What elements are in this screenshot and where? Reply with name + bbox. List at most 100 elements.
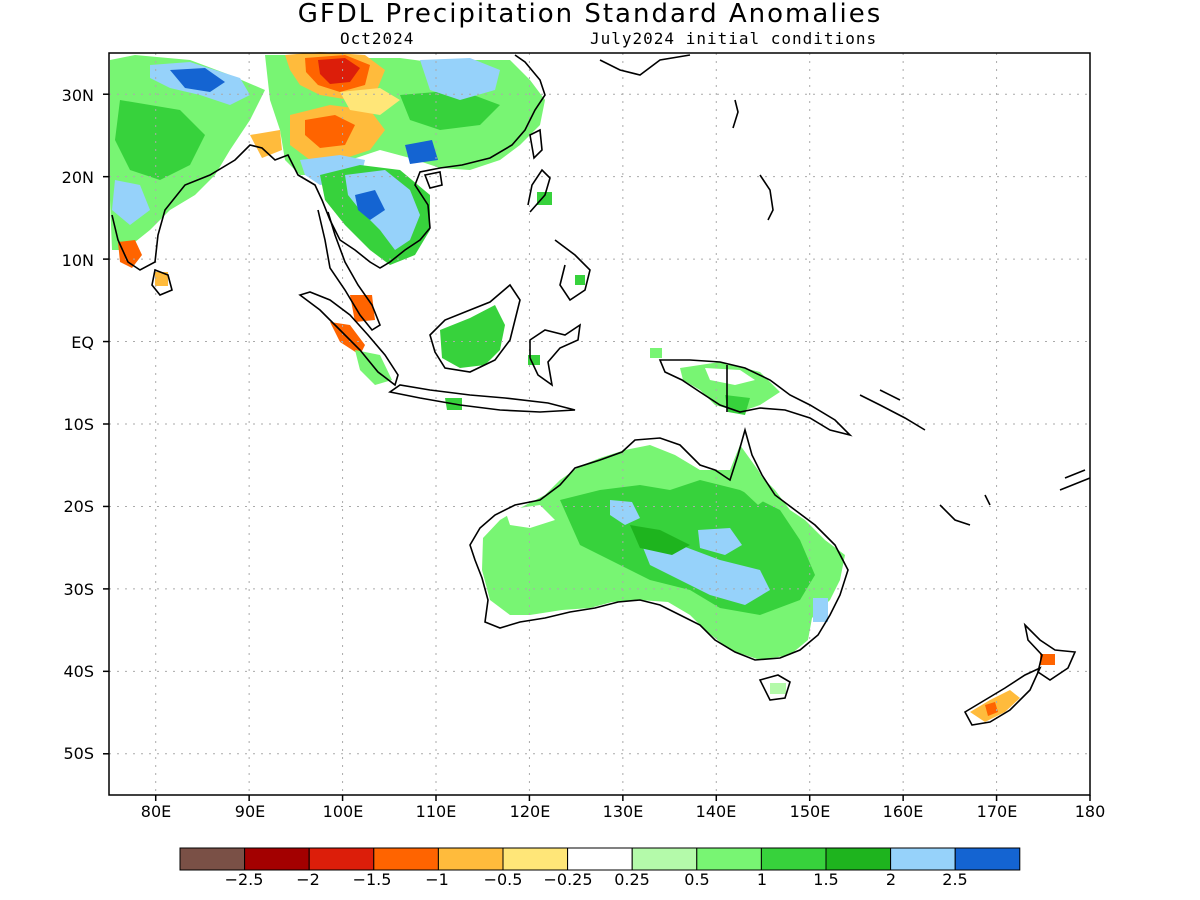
lat-label-10n: 10N: [61, 251, 94, 270]
lat-label-20n: 20N: [61, 168, 94, 187]
anomaly-region: [610, 500, 640, 525]
taiwan: [529, 128, 543, 160]
lon-label-180: 180: [1074, 802, 1106, 821]
fiji: [1059, 469, 1091, 491]
anomaly-region: [680, 362, 780, 412]
anomaly-region: [250, 130, 282, 158]
borneo: [429, 283, 521, 373]
legend-swatch: [567, 847, 633, 871]
anomaly-region: [318, 58, 360, 84]
lat-label-10s: 10S: [63, 415, 94, 434]
legend-label: −2: [296, 870, 320, 889]
coastlines: [111, 54, 1091, 726]
anomaly-region: [170, 68, 225, 92]
forecast-month: Oct2024: [340, 29, 415, 48]
anomaly-region: [985, 702, 998, 716]
lon-label-80e: 80E: [140, 802, 172, 821]
legend-swatch: [373, 847, 439, 871]
lat-label-40s: 40S: [63, 662, 94, 681]
anomaly-region: [650, 348, 662, 358]
lon-label-130e: 130E: [602, 802, 644, 821]
lon-label-150e: 150E: [789, 802, 831, 821]
anomaly-region: [528, 355, 540, 365]
asia-coast: [111, 54, 546, 271]
marianas: [759, 174, 774, 221]
lon-label-100e: 100E: [322, 802, 364, 821]
anomaly-region: [355, 190, 385, 220]
malay-peninsula: [317, 209, 381, 332]
anomaly-region: [813, 598, 828, 622]
legend-label: −0.5: [483, 870, 523, 889]
legend-swatch: [954, 847, 1021, 871]
legend-label: 1: [756, 870, 768, 889]
legend-label: −0.25: [543, 870, 593, 889]
legend-swatch: [308, 847, 375, 871]
anomaly-fields: [110, 52, 1055, 722]
philippines: [527, 168, 591, 302]
legend-swatch: [437, 847, 504, 871]
anomaly-region: [340, 88, 400, 115]
sulawesi: [529, 323, 582, 387]
legend-swatch: [760, 847, 827, 871]
lon-label-90e: 90E: [234, 802, 266, 821]
japan-ryukyu: [599, 54, 739, 129]
lon-label-140e: 140E: [695, 802, 737, 821]
legend-label: −1: [425, 870, 449, 889]
new-guinea: [658, 359, 853, 437]
lat-label-30s: 30S: [63, 580, 94, 599]
legend-swatch: [696, 847, 762, 871]
sri-lanka: [151, 268, 173, 296]
sumatra: [298, 291, 399, 387]
legend-swatch: [502, 847, 569, 871]
anomaly-region: [725, 395, 750, 415]
anomaly-region: [630, 525, 690, 555]
legend-swatch: [179, 847, 246, 871]
java: [388, 384, 576, 413]
legend-label: 2.5: [942, 870, 968, 889]
anomaly-region: [705, 368, 755, 385]
tasmania: [758, 674, 791, 701]
legend-swatch: [825, 847, 892, 871]
lon-label-110e: 110E: [415, 802, 457, 821]
anomaly-region: [420, 58, 500, 100]
anomaly-region: [405, 140, 438, 164]
graticule: [109, 53, 1090, 795]
australia: [469, 427, 849, 661]
legend-label: 0.25: [614, 870, 650, 889]
legend-label: 2: [885, 870, 897, 889]
legend-label: −1.5: [352, 870, 392, 889]
legend-swatch: [890, 847, 956, 871]
lat-label-eq: EQ: [71, 333, 94, 352]
lat-label-50s: 50S: [63, 744, 94, 763]
anomaly-region: [505, 505, 555, 528]
hainan: [423, 171, 443, 189]
map-title: GFDL Precipitation Standard Anomalies: [297, 0, 883, 29]
lat-label-30n: 30N: [61, 86, 94, 105]
anomaly-region: [770, 683, 786, 694]
anomaly-region: [1040, 654, 1055, 665]
anomaly-region: [118, 240, 142, 268]
lat-label-20s: 20S: [63, 497, 94, 516]
anomaly-region: [698, 528, 742, 555]
vanuatu: [939, 494, 991, 526]
lon-label-120e: 120E: [509, 802, 551, 821]
legend-boxes: [179, 847, 1021, 871]
legend-swatch: [244, 847, 310, 871]
legend-label: 1.5: [813, 870, 839, 889]
anomaly-region: [537, 192, 552, 205]
legend-label: −2.5: [224, 870, 264, 889]
legend-swatch: [631, 847, 698, 871]
anomaly-region: [112, 180, 150, 225]
nz-north: [1023, 622, 1077, 681]
lon-label-170e: 170E: [976, 802, 1018, 821]
anomaly-region: [115, 100, 205, 180]
anomaly-region: [640, 540, 770, 605]
anomaly-region: [735, 445, 772, 505]
axis-ticks: [103, 93, 1091, 801]
anomaly-region: [400, 90, 500, 130]
anomaly-region: [305, 115, 355, 148]
nz-south: [963, 666, 1042, 726]
initial-conditions: July2024 initial conditions: [590, 29, 878, 48]
